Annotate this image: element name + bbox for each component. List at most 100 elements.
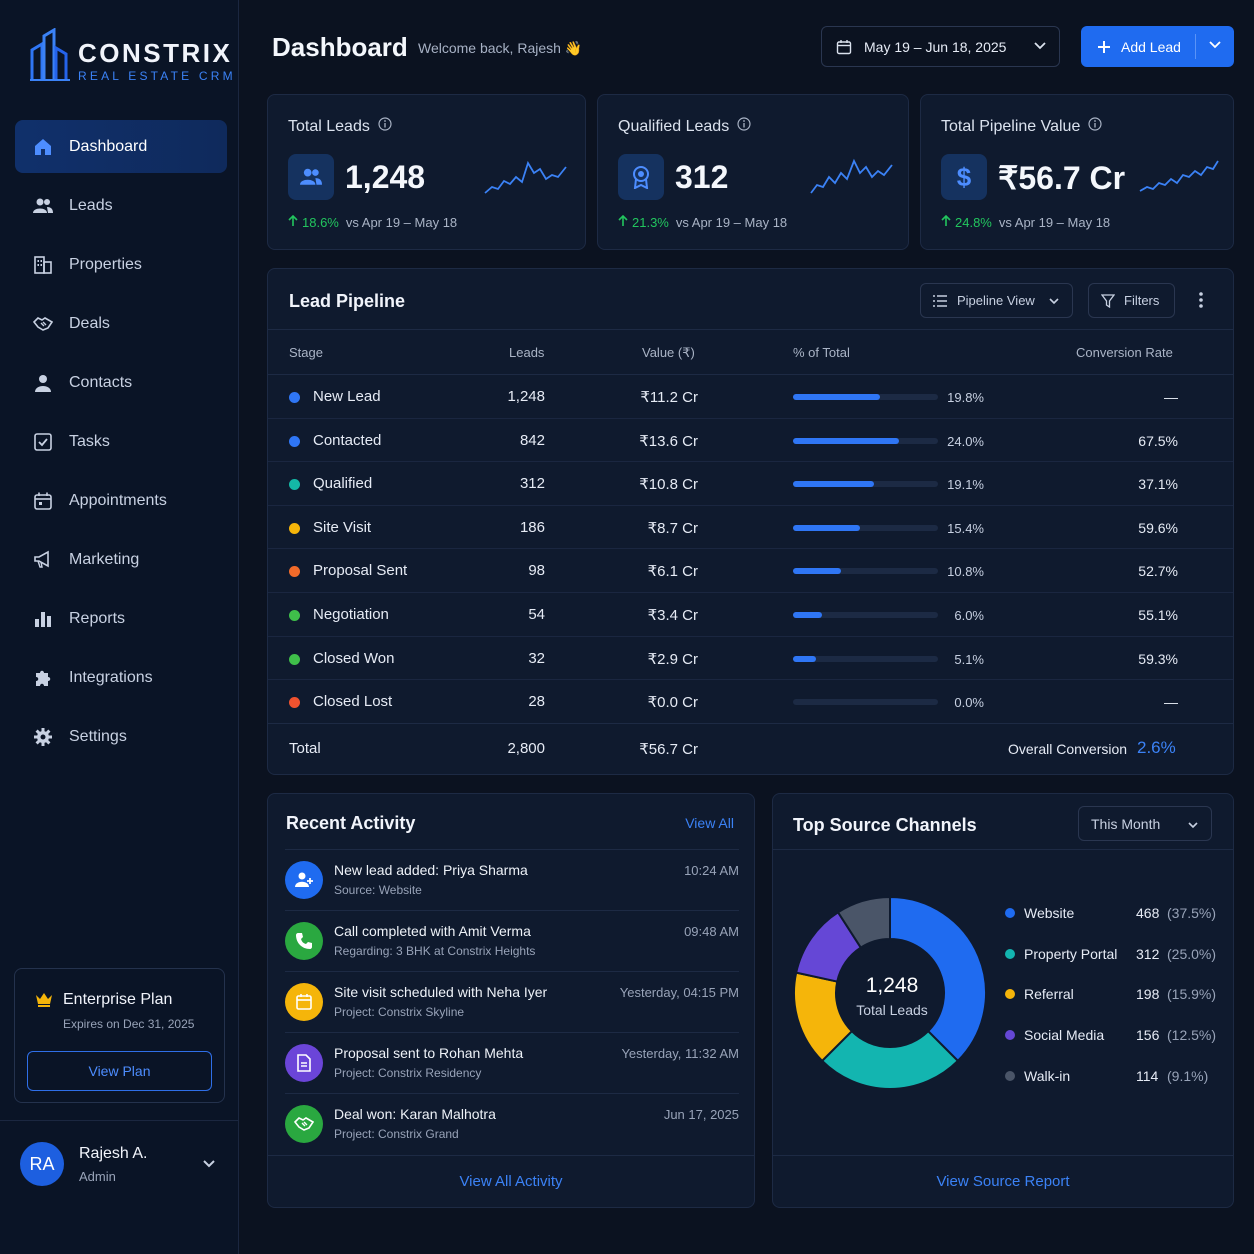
sidebar-item-settings[interactable]: Settings: [15, 710, 227, 763]
stage-leads: 54: [528, 606, 545, 623]
kpi-change: 21.3% vs Apr 19 – May 18: [618, 214, 787, 230]
add-lead-button[interactable]: Add Lead: [1081, 26, 1234, 67]
list-item[interactable]: Call completed with Amit Verma Regarding…: [285, 911, 739, 972]
legend-item[interactable]: Social Media 156 (12.5%): [1005, 1025, 1220, 1047]
user-profile[interactable]: RA Rajesh A. Admin: [0, 1120, 239, 1254]
percent-bar: [793, 699, 938, 706]
chevron-down-icon[interactable]: [202, 1157, 216, 1176]
sidebar-item-dashboard[interactable]: Dashboard: [15, 120, 227, 173]
info-icon[interactable]: [1088, 117, 1102, 136]
activity-detail: Source: Website: [334, 883, 422, 897]
legend-item[interactable]: Walk-in 114 (9.1%): [1005, 1066, 1220, 1088]
view-plan-button[interactable]: View Plan: [27, 1051, 212, 1091]
table-row[interactable]: Negotiation 54 ₹3.4 Cr 6.0% 55.1%: [268, 593, 1233, 637]
sidebar-item-properties[interactable]: Properties: [15, 238, 227, 291]
stage-conversion: 59.6%: [1138, 519, 1178, 536]
sparkline-chart: [810, 158, 893, 194]
legend-item[interactable]: Referral 198 (15.9%): [1005, 984, 1220, 1006]
more-options-icon[interactable]: [1198, 291, 1204, 314]
user-plus-icon: [285, 861, 323, 899]
activity-list: New lead added: Priya Sharma Source: Web…: [285, 849, 739, 1155]
sidebar-item-contacts[interactable]: Contacts: [15, 356, 227, 409]
list-item[interactable]: Site visit scheduled with Neha Iyer Proj…: [285, 972, 739, 1033]
column-header-percent[interactable]: % of Total: [793, 345, 850, 360]
legend-name: Walk-in: [1024, 1067, 1071, 1084]
stage-percent: 24.0%: [947, 433, 984, 449]
building-icon: [33, 255, 53, 275]
column-header-leads[interactable]: Leads: [509, 345, 545, 360]
stage-leads: 1,248: [507, 388, 545, 405]
legend-percent: (15.9%): [1167, 986, 1217, 1003]
stage-value: ₹10.8 Cr: [639, 476, 698, 494]
divider: [773, 849, 1233, 850]
sidebar-item-appointments[interactable]: Appointments: [15, 474, 227, 527]
sparkline-chart: [484, 160, 567, 194]
chevron-down-icon: [1048, 295, 1060, 310]
table-row[interactable]: New Lead 1,248 ₹11.2 Cr 19.8% —: [268, 375, 1233, 419]
donut-slice-walk-in[interactable]: [836, 895, 891, 949]
table-row[interactable]: Closed Lost 28 ₹0.0 Cr 0.0% —: [268, 680, 1233, 724]
stage-conversion: 52.7%: [1138, 563, 1178, 580]
info-icon[interactable]: [378, 117, 392, 136]
legend-item[interactable]: Property Portal 312 (25.0%): [1005, 944, 1220, 966]
legend-count: 468: [1136, 905, 1160, 921]
legend-item[interactable]: Website 468 (37.5%): [1005, 903, 1220, 925]
table-row[interactable]: Qualified 312 ₹10.8 Cr 19.1% 37.1%: [268, 462, 1233, 506]
info-icon[interactable]: [737, 117, 751, 136]
view-all-link[interactable]: View All: [685, 815, 734, 831]
sidebar-item-deals[interactable]: Deals: [15, 297, 227, 350]
sidebar-item-marketing[interactable]: Marketing: [15, 533, 227, 586]
list-item[interactable]: Deal won: Karan Malhotra Project: Constr…: [285, 1094, 739, 1155]
stage-percent: 19.8%: [947, 390, 984, 405]
kpi-card-qualified-leads[interactable]: Qualified Leads 312 21.3% vs Apr 19 – May…: [597, 94, 909, 250]
activity-text: Site visit scheduled with Neha Iyer: [334, 984, 548, 1000]
page-title: Dashboard: [272, 32, 408, 62]
percent-bar: [793, 655, 938, 662]
percent-bar-fill: [793, 612, 822, 618]
percent-bar: [793, 394, 938, 400]
view-all-activity-link[interactable]: View All Activity: [268, 1155, 754, 1207]
stage-conversion: 55.1%: [1138, 607, 1178, 623]
total-value: ₹56.7 Cr: [639, 741, 698, 758]
date-range-picker[interactable]: May 19 – Jun 18, 2025: [821, 26, 1060, 67]
plan-expiry: Expires on Dec 31, 2025: [63, 1017, 195, 1031]
list-item[interactable]: New lead added: Priya Sharma Source: Web…: [285, 850, 739, 911]
chevron-down-icon: [1033, 39, 1047, 56]
stage-conversion: —: [1164, 389, 1178, 405]
donut-slice-property-portal[interactable]: [820, 1029, 960, 1090]
building-logo-icon: [30, 28, 70, 81]
panel-title: Lead Pipeline: [289, 291, 406, 311]
sidebar-item-leads[interactable]: Leads: [15, 179, 227, 232]
table-row[interactable]: Proposal Sent 98 ₹6.1 Cr 10.8% 52.7%: [268, 549, 1233, 593]
crown-icon: [35, 991, 53, 1012]
kpi-value: ₹56.7 Cr: [998, 160, 1126, 196]
list-item[interactable]: Proposal sent to Rohan Mehta Project: Co…: [285, 1033, 739, 1094]
pipeline-view-dropdown[interactable]: Pipeline View: [920, 283, 1073, 318]
arrow-up-icon: [618, 214, 628, 230]
kpi-card-total-leads[interactable]: Total Leads 1,248 18.6% vs Apr 19 – May 1…: [267, 94, 586, 250]
period-dropdown[interactable]: This Month: [1078, 806, 1212, 841]
column-header-stage[interactable]: Stage: [289, 345, 323, 360]
dollar-icon: $: [941, 154, 987, 200]
column-header-conversion[interactable]: Conversion Rate: [1076, 345, 1173, 360]
activity-time: 09:48 AM: [684, 924, 739, 939]
legend-name: Property Portal: [1024, 945, 1118, 962]
legend-percent: (9.1%): [1167, 1067, 1209, 1084]
column-header-value[interactable]: Value (₹): [642, 345, 695, 360]
percent-bar: [793, 481, 938, 488]
table-row[interactable]: Site Visit 186 ₹8.7 Cr 15.4% 59.6%: [268, 506, 1233, 550]
filters-button[interactable]: Filters: [1088, 283, 1175, 318]
chevron-down-icon[interactable]: [1208, 38, 1222, 55]
view-source-report-link[interactable]: View Source Report: [773, 1155, 1233, 1207]
stage-conversion: —: [1164, 694, 1178, 711]
sidebar-item-tasks[interactable]: Tasks: [15, 415, 227, 468]
sidebar-item-integrations[interactable]: Integrations: [15, 651, 227, 704]
kpi-card-pipeline-value[interactable]: Total Pipeline Value $ ₹56.7 Cr 24.8% vs …: [920, 94, 1234, 250]
sidebar-item-reports[interactable]: Reports: [15, 592, 227, 645]
stage-value: ₹6.1 Cr: [647, 563, 698, 581]
brand-logo[interactable]: CONSTRIX REAL ESTATE CRM: [30, 28, 236, 83]
table-row[interactable]: Contacted 842 ₹13.6 Cr 24.0% 67.5%: [268, 419, 1233, 463]
badge-icon: [618, 154, 664, 200]
table-row[interactable]: Closed Won 32 ₹2.9 Cr 5.1% 59.3%: [268, 637, 1233, 681]
donut-slice-website[interactable]: [889, 895, 987, 1063]
